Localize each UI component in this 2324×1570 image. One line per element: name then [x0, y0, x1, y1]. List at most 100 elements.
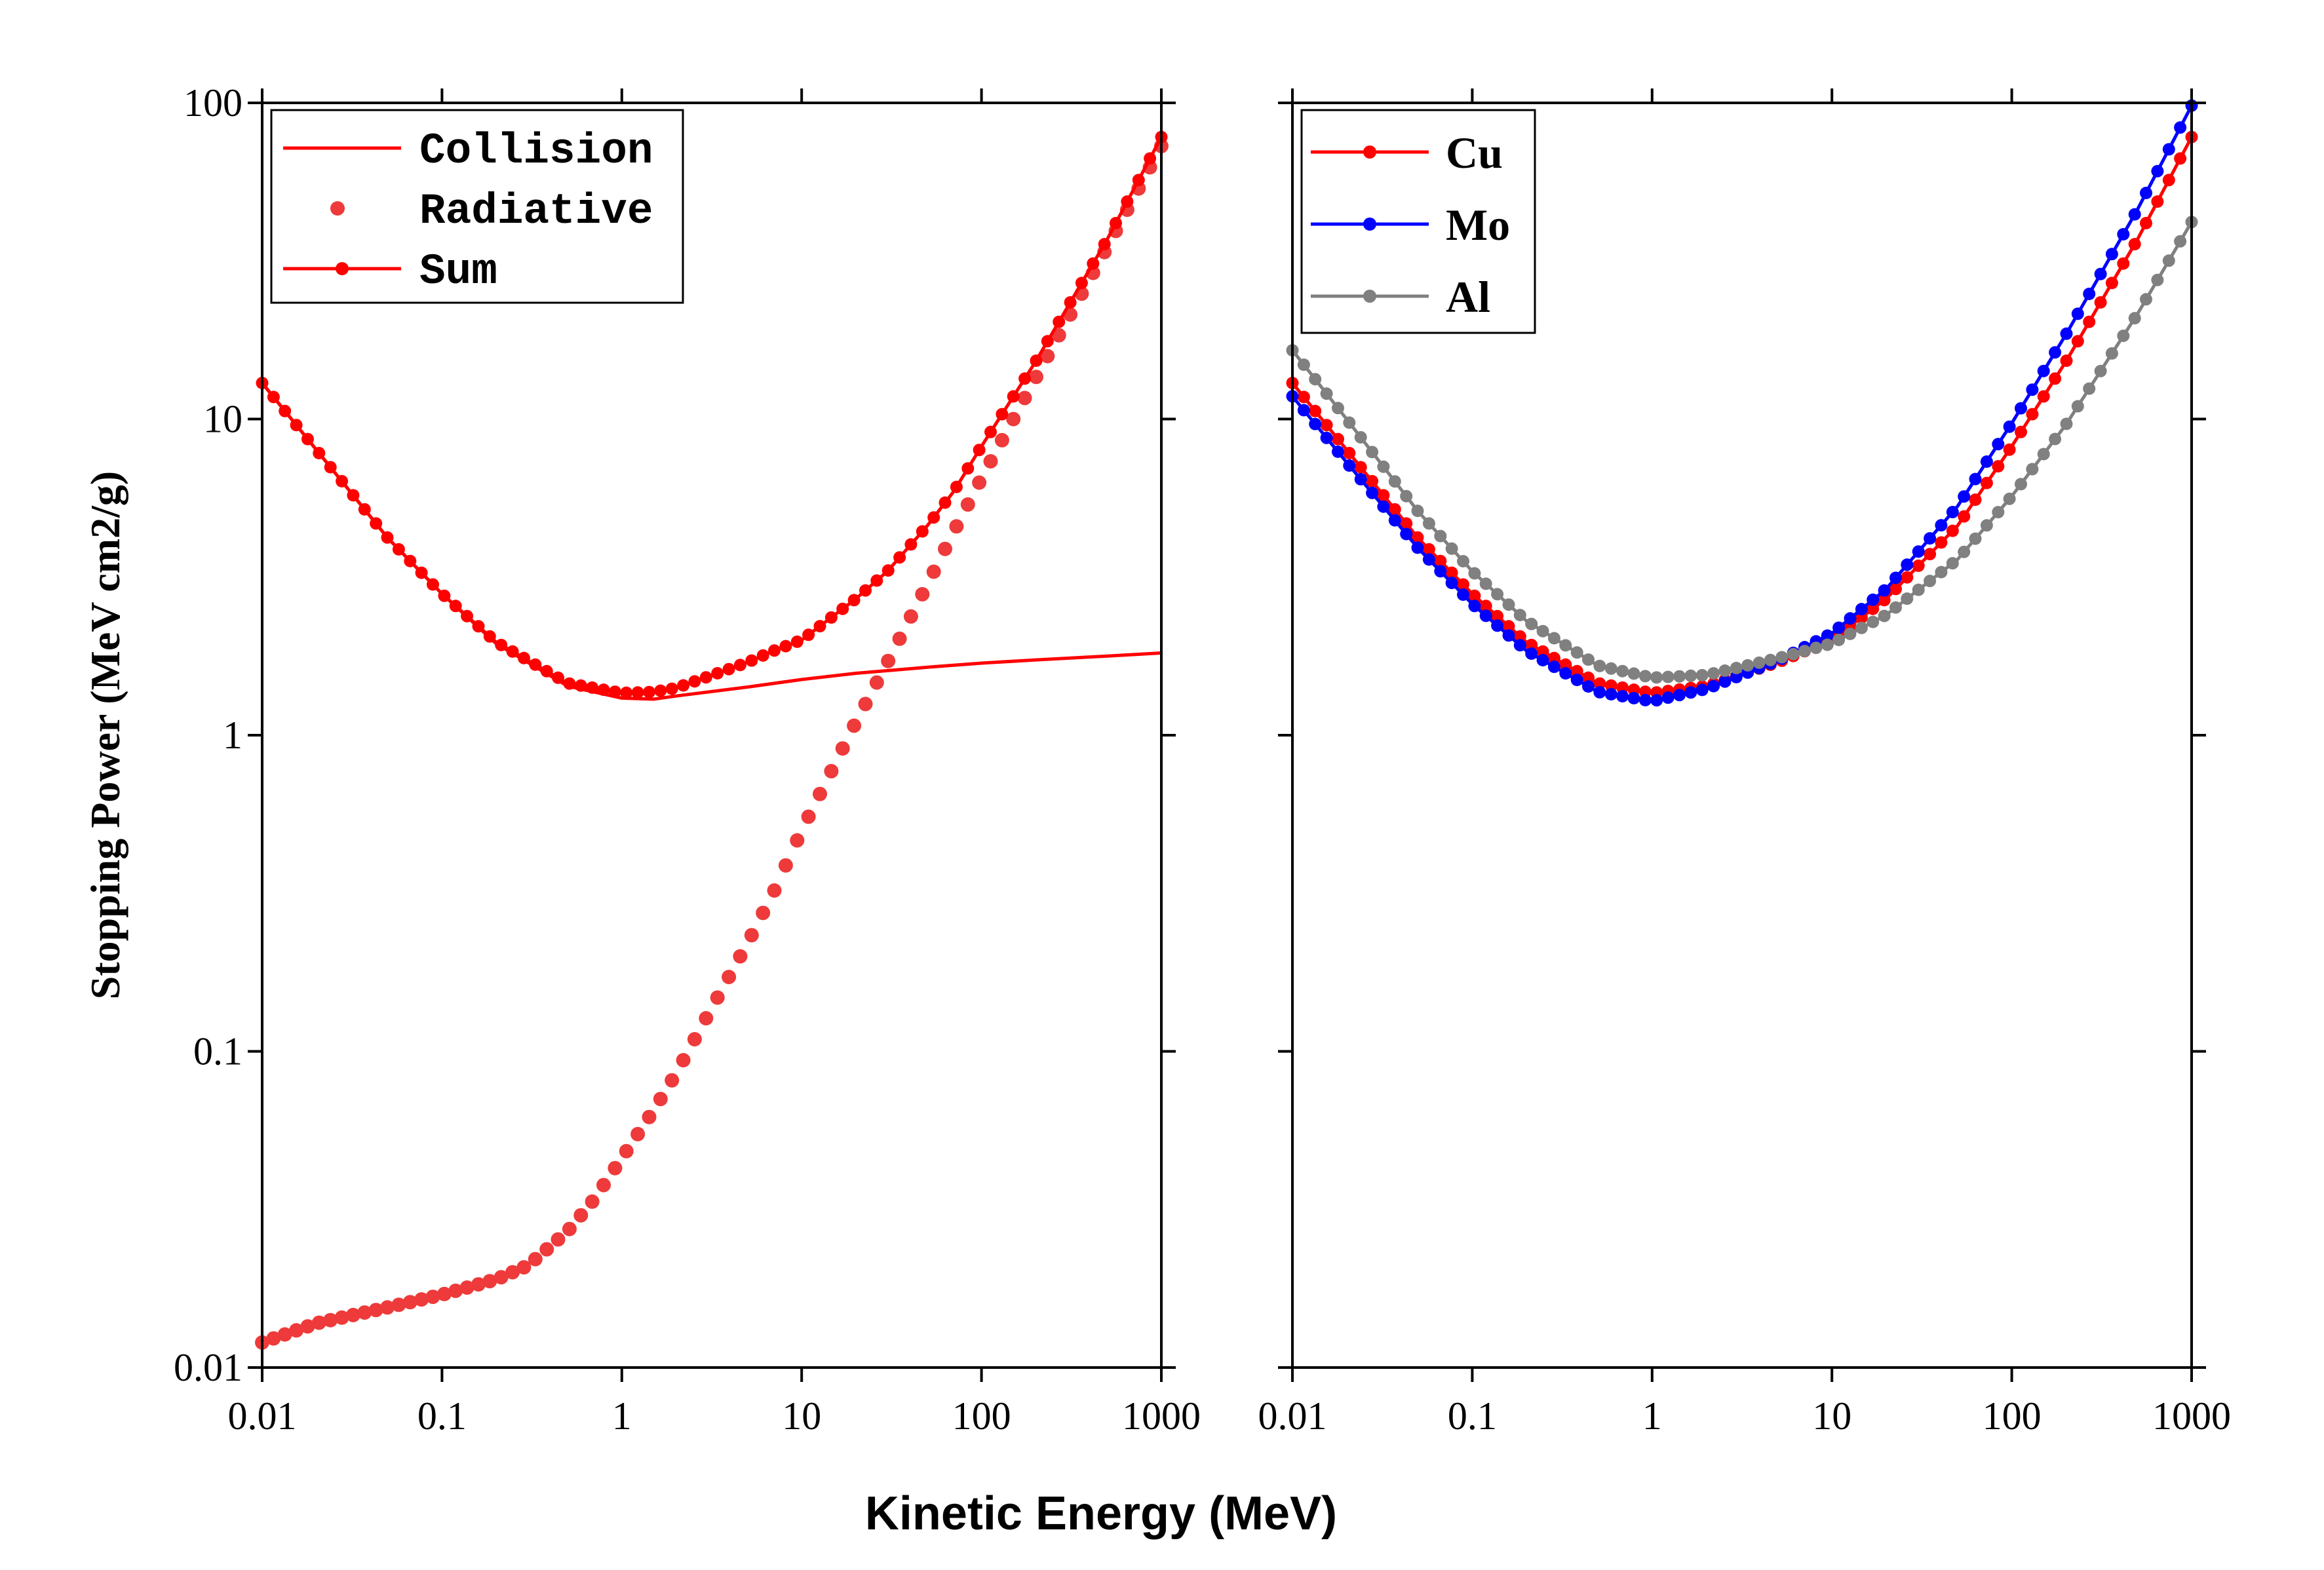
left-y-tick-labels: 0.01 0.1 1 10 100	[174, 81, 242, 1389]
series-point-mo	[1969, 472, 1982, 486]
series-point-mo	[1718, 675, 1732, 688]
series-point-radiative	[915, 586, 930, 602]
series-point-cu	[2003, 443, 2016, 456]
x-tick-label: 10	[782, 1394, 821, 1438]
series-point-radiative	[380, 1300, 395, 1315]
series-point-sum	[449, 600, 462, 613]
series-point-radiative	[630, 1126, 646, 1141]
series-point-sum	[1098, 238, 1111, 251]
series-point-sum	[267, 391, 280, 404]
series-point-cu	[2037, 390, 2050, 403]
series-point-al	[1684, 669, 1697, 682]
series-point-sum	[654, 684, 667, 697]
y-axis-title: Stopping Power (MeV cm2/g)	[82, 471, 128, 999]
series-point-cu	[2083, 315, 2096, 328]
series-point-mo	[1547, 661, 1560, 674]
series-point-al	[1309, 373, 1322, 386]
series-point-cu	[2117, 257, 2130, 270]
series-point-mo	[1924, 532, 1937, 545]
series-point-cu	[2105, 277, 2118, 290]
series-point-mo	[1695, 683, 1709, 697]
series-point-al	[1810, 641, 1823, 655]
series-point-sum	[324, 461, 337, 474]
series-point-mo	[1434, 565, 1447, 578]
series-point-mo	[2015, 402, 2027, 415]
series-point-sum	[586, 681, 599, 694]
x-tick-label: 0.1	[1448, 1394, 1497, 1438]
series-point-al	[1798, 645, 1811, 657]
series-point-mo	[1457, 588, 1469, 601]
x-tick-label: 100	[1983, 1394, 2042, 1438]
series-point-radiative	[676, 1053, 691, 1067]
series-point-mo	[1377, 500, 1390, 513]
series-point-mo	[1673, 689, 1686, 702]
series-point-al	[1491, 588, 1504, 601]
right-x-tick-labels: 0.01 0.1 1 10 100 1000	[1258, 1394, 2232, 1438]
series-point-al	[1457, 555, 1469, 567]
series-point-al	[1718, 664, 1732, 677]
series-point-radiative	[926, 564, 941, 579]
left-tick-marks	[248, 88, 1176, 1382]
series-point-al	[2174, 235, 2187, 248]
series-point-sum	[1018, 372, 1032, 385]
series-point-radiative	[300, 1319, 315, 1334]
series-point-al	[1889, 601, 1902, 614]
series-point-cu	[1969, 493, 1982, 507]
series-point-al	[2049, 432, 2062, 446]
series-point-mo	[1958, 490, 1971, 503]
series-point-al	[1547, 632, 1560, 645]
series-point-cu	[1992, 460, 2005, 473]
series-point-cu	[1867, 602, 1880, 615]
series-point-mo	[1832, 621, 1846, 634]
x-tick-label: 0.01	[228, 1394, 297, 1438]
series-point-sum	[733, 659, 746, 672]
series-point-al	[1593, 659, 1606, 672]
series-point-cu	[2162, 174, 2175, 187]
series-point-mo	[1821, 629, 1834, 642]
series-point-cu	[1479, 600, 1492, 613]
series-point-cu	[1980, 476, 1993, 489]
series-point-mo	[1297, 404, 1310, 417]
series-point-al	[1707, 667, 1720, 680]
series-point-sum	[415, 566, 428, 579]
series-point-radiative	[494, 1270, 509, 1285]
series-point-mo	[1354, 472, 1367, 486]
series-point-radiative	[608, 1160, 623, 1176]
series-point-sum	[461, 609, 474, 622]
series-point-sum	[996, 408, 1009, 421]
series-point-cu	[1958, 510, 1971, 523]
series-point-radiative	[562, 1221, 577, 1236]
series-point-sum	[506, 645, 519, 658]
legend-al-swatch-marker	[1363, 290, 1376, 303]
series-point-radiative	[949, 519, 964, 534]
series-point-mo	[1525, 647, 1538, 660]
legend-mo-swatch-marker	[1363, 218, 1376, 231]
series-point-radiative	[881, 653, 896, 668]
series-point-cu	[1366, 474, 1379, 488]
series-point-cu	[2128, 238, 2141, 251]
series-point-al	[1867, 615, 1880, 628]
legend-collision-label: Collision	[419, 126, 653, 176]
series-point-al	[1479, 577, 1492, 590]
legend-cu-swatch-marker	[1363, 145, 1376, 159]
series-point-sum	[927, 511, 940, 524]
series-point-radiative	[311, 1315, 326, 1330]
series-point-al	[2117, 330, 2130, 342]
series-point-mo	[2071, 307, 2084, 320]
legend-radiative-swatch	[330, 201, 345, 216]
series-point-al	[1821, 638, 1834, 651]
series-point-sum	[881, 564, 895, 577]
series-point-radiative	[835, 741, 850, 756]
series-point-sum	[1007, 390, 1020, 403]
series-point-sum	[1087, 257, 1100, 270]
series-point-sum	[1110, 217, 1122, 229]
series-point-sum	[699, 671, 712, 684]
series-point-al	[1935, 565, 1948, 579]
series-point-cu	[1332, 432, 1344, 446]
series-point-al	[2037, 448, 2050, 461]
series-point-mo	[1616, 690, 1629, 702]
series-point-al	[2003, 492, 2016, 505]
series-point-sum	[517, 651, 530, 664]
series-point-mo	[1570, 674, 1583, 687]
series-point-radiative	[482, 1274, 497, 1289]
